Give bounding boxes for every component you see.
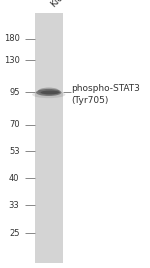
Text: 70: 70 <box>9 120 20 129</box>
Text: 33: 33 <box>9 200 20 210</box>
Ellipse shape <box>38 88 60 95</box>
Text: 25: 25 <box>9 229 20 238</box>
Text: 130: 130 <box>4 56 20 65</box>
Text: 180: 180 <box>4 34 20 43</box>
Text: 95: 95 <box>9 88 20 97</box>
Bar <box>35 13 63 263</box>
Text: 40: 40 <box>9 174 20 183</box>
Text: Kidney: Kidney <box>49 0 77 9</box>
Text: 53: 53 <box>9 147 20 156</box>
Text: phospho-STAT3: phospho-STAT3 <box>71 84 140 93</box>
Text: (Tyr705): (Tyr705) <box>71 96 109 105</box>
Ellipse shape <box>32 91 65 98</box>
Ellipse shape <box>41 91 60 94</box>
Ellipse shape <box>36 89 62 96</box>
